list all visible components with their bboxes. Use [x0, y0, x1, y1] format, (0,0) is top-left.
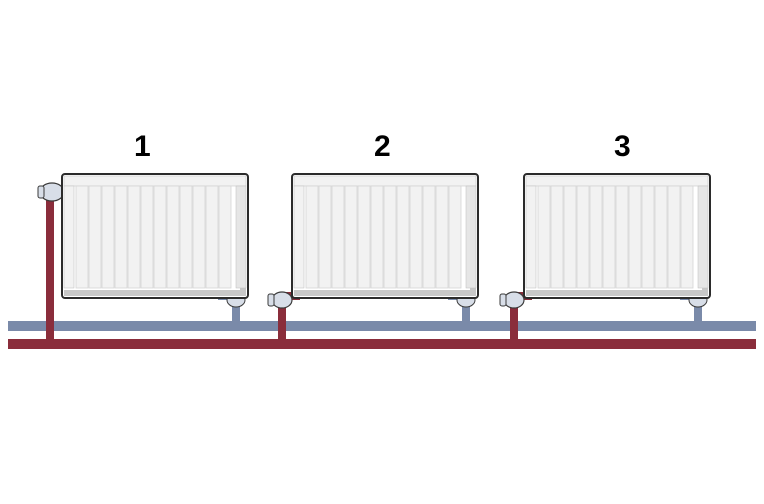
radiator-3: [0, 0, 764, 504]
r3-body: [524, 174, 710, 298]
r3-supply-valve: [500, 292, 524, 308]
diagram-canvas: 1: [0, 0, 764, 504]
